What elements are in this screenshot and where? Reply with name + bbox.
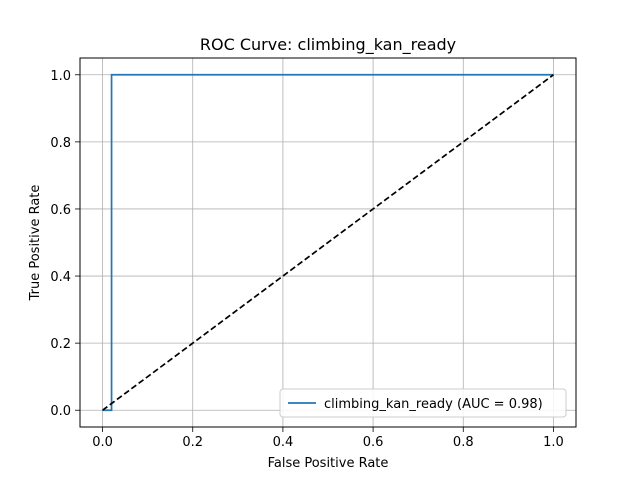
legend: climbing_kan_ready (AUC = 0.98) [279, 388, 567, 418]
x-tick-label: 0.8 [453, 435, 474, 450]
x-tick-label: 0.6 [363, 435, 384, 450]
x-tick-label: 1.0 [543, 435, 564, 450]
series-lines [102, 73, 554, 412]
y-axis-label: True Positive Rate [28, 185, 43, 302]
chart-title: ROC Curve: climbing_kan_ready [200, 35, 456, 55]
y-tick-label: 0.6 [50, 203, 71, 218]
x-tick-label: 0.0 [92, 435, 113, 450]
y-tick-label: 0.4 [50, 270, 71, 285]
legend-entry: climbing_kan_ready (AUC = 0.98) [324, 397, 543, 412]
y-tick-label: 1.0 [50, 69, 71, 84]
x-tick-label: 0.2 [182, 435, 203, 450]
series-line-1 [102, 74, 554, 411]
axis-ticks: 0.0 0.2 0.4 0.6 0.8 1.0 0.0 0.2 0.4 0.6 0.8 1.0 [50, 69, 563, 450]
y-tick-label: 0.2 [50, 337, 71, 352]
series-line-0 [102, 73, 554, 412]
grid-lines [80, 58, 576, 427]
y-tick-label: 0.8 [50, 136, 71, 151]
legend-box [279, 388, 567, 418]
y-tick-label: 0.0 [50, 404, 71, 419]
x-tick-label: 0.4 [273, 435, 294, 450]
plot-frame [79, 57, 577, 428]
x-axis-label: False Positive Rate [268, 456, 389, 471]
